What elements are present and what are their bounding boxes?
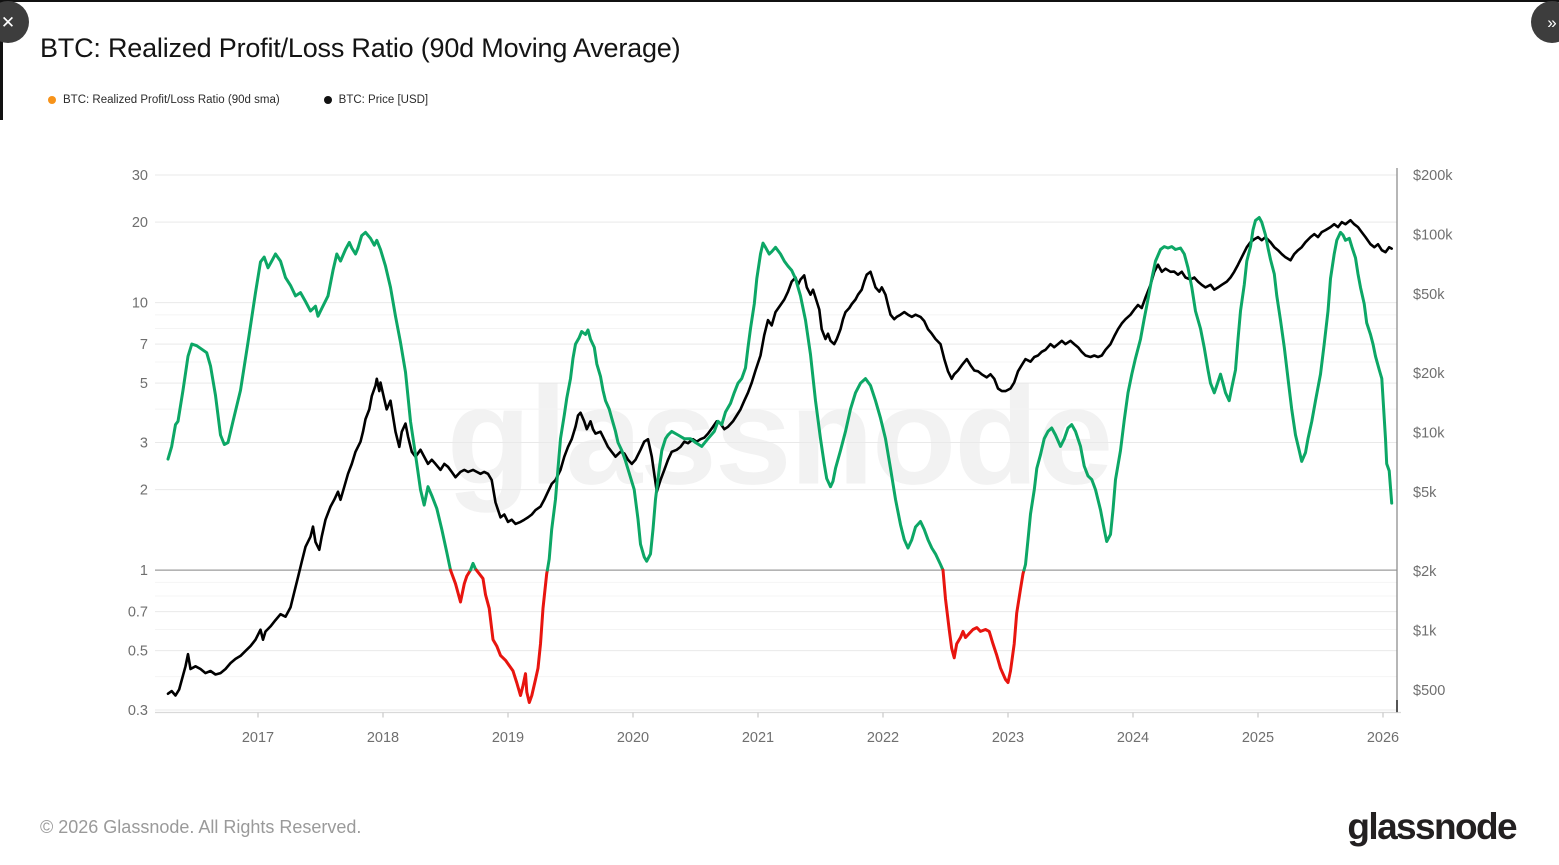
y-left-tick-label: 0.3 xyxy=(128,703,148,719)
x-axis-year-label: 2022 xyxy=(867,730,899,746)
x-axis-year-label: 2026 xyxy=(1367,730,1399,746)
legend-item-price[interactable]: BTC: Price [USD] xyxy=(323,94,429,106)
y-right-tick-label: $200k xyxy=(1413,168,1453,184)
chart-plot-area[interactable]: 30 20 10 7 5 3 2 1 0.7 0.5 0.3 $200k $100k $50k $20k $1… xyxy=(0,0,1559,780)
y-right-tick-label: $20k xyxy=(1413,366,1445,382)
chevron-double-right-icon: » xyxy=(1547,12,1557,32)
y-left-tick-label: 7 xyxy=(140,337,148,353)
y-right-tick-label: $50k xyxy=(1413,287,1445,303)
y-left-tick-label: 2 xyxy=(140,483,148,499)
ratio-line-above-1 xyxy=(1022,216,1394,572)
x-axis-year-label: 2018 xyxy=(367,730,399,746)
y-right-tick-label: $1k xyxy=(1413,624,1437,640)
x-axis-year-label: 2017 xyxy=(242,730,274,746)
y-left-tick-label: 3 xyxy=(140,436,148,452)
y-right-tick-label: $2k xyxy=(1413,564,1437,580)
x-axis-year-label: 2023 xyxy=(992,730,1024,746)
ratio-line-above-1 xyxy=(545,241,945,572)
ratio-line-below-1 xyxy=(941,568,1026,684)
chart-title: BTC: Realized Profit/Loss Ratio (90d Mov… xyxy=(40,33,681,63)
window-top-border xyxy=(0,0,1559,2)
y-left-tick-label: 20 xyxy=(132,215,148,231)
window-left-border xyxy=(0,0,3,120)
ratio-line-above-1 xyxy=(166,230,452,572)
legend-label-price: BTC: Price [USD] xyxy=(338,94,429,106)
x-axis-year-label: 2024 xyxy=(1117,730,1149,746)
copyright-text: © 2026 Glassnode. All Rights Reserved. xyxy=(40,817,362,837)
y-left-tick-label: 1 xyxy=(140,563,148,579)
y-left-tick-label: 0.5 xyxy=(128,644,148,660)
y-right-tick-label: $500 xyxy=(1413,683,1445,699)
legend-label-ratio: BTC: Realized Profit/Loss Ratio (90d sma… xyxy=(63,94,280,106)
x-axis-year-label: 2025 xyxy=(1242,730,1274,746)
ratio-line-below-1 xyxy=(449,568,472,604)
price-line xyxy=(166,218,1393,697)
x-axis-year-label: 2019 xyxy=(492,730,524,746)
y-left-tick-label: 10 xyxy=(132,296,148,312)
collapse-panel-button[interactable]: » xyxy=(1531,1,1559,43)
x-axis-year-label: 2020 xyxy=(617,730,649,746)
y-left-tick-label: 0.7 xyxy=(128,605,148,621)
close-icon: ✕ xyxy=(0,12,16,32)
legend: BTC: Realized Profit/Loss Ratio (90d sma… xyxy=(48,94,428,106)
y-right-tick-label: $10k xyxy=(1413,426,1445,442)
y-left-tick-label: 5 xyxy=(140,376,148,392)
y-left-tick-label: 30 xyxy=(132,168,148,184)
y-right-tick-label: $5k xyxy=(1413,485,1437,501)
legend-item-ratio[interactable]: BTC: Realized Profit/Loss Ratio (90d sma… xyxy=(48,94,280,106)
ratio-line-below-1 xyxy=(474,568,549,704)
glassnode-logo: glassnode xyxy=(1347,806,1517,847)
x-axis-year-label: 2021 xyxy=(742,730,774,746)
legend-dot-price-icon xyxy=(323,96,332,104)
legend-dot-ratio-icon xyxy=(48,96,56,104)
y-right-tick-label: $100k xyxy=(1413,228,1453,244)
